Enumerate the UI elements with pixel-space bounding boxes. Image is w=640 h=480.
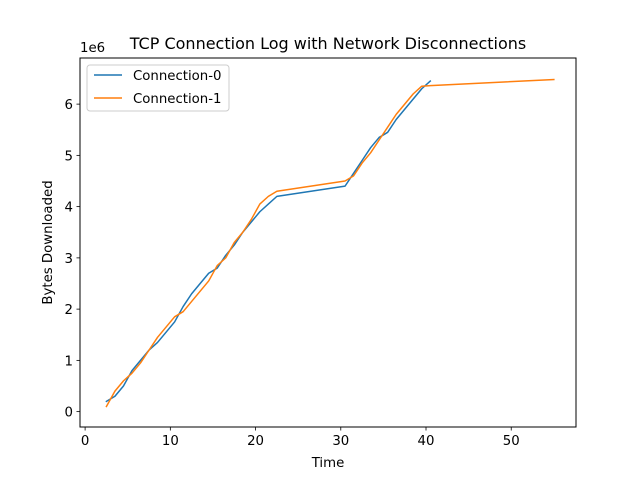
y-tick-label: 6 — [65, 98, 73, 113]
y-offset-label: 1e6 — [80, 41, 105, 56]
y-tick-label: 2 — [65, 303, 73, 318]
y-tick-label: 1 — [65, 354, 73, 369]
x-tick-label: 10 — [162, 434, 179, 449]
series-layer — [105, 78, 555, 408]
x-tick-label: 30 — [332, 434, 349, 449]
legend-label-connection-0: Connection-0 — [133, 69, 222, 84]
y-tick-label: 3 — [65, 252, 73, 267]
y-tick-label: 4 — [65, 201, 73, 216]
x-tick-label: 0 — [81, 434, 89, 449]
legend: Connection-0 Connection-1 — [86, 64, 230, 112]
y-axis-ticks: 0 1 2 3 4 5 6 — [65, 98, 80, 421]
legend-frame — [86, 64, 230, 112]
x-tick-label: 40 — [418, 434, 435, 449]
y-axis-label: Bytes Downloaded — [41, 180, 56, 304]
x-axis-label: Time — [311, 456, 345, 471]
legend-label-connection-1: Connection-1 — [133, 92, 222, 107]
series-line-connection-1 — [105, 78, 555, 408]
y-tick-label: 0 — [65, 406, 73, 421]
plot-frame — [79, 57, 577, 428]
chart-title: TCP Connection Log with Network Disconne… — [129, 34, 527, 53]
x-axis-ticks: 0 10 20 30 40 50 — [81, 427, 520, 449]
x-tick-label: 50 — [503, 434, 520, 449]
x-tick-label: 20 — [247, 434, 264, 449]
y-tick-label: 5 — [65, 149, 73, 164]
